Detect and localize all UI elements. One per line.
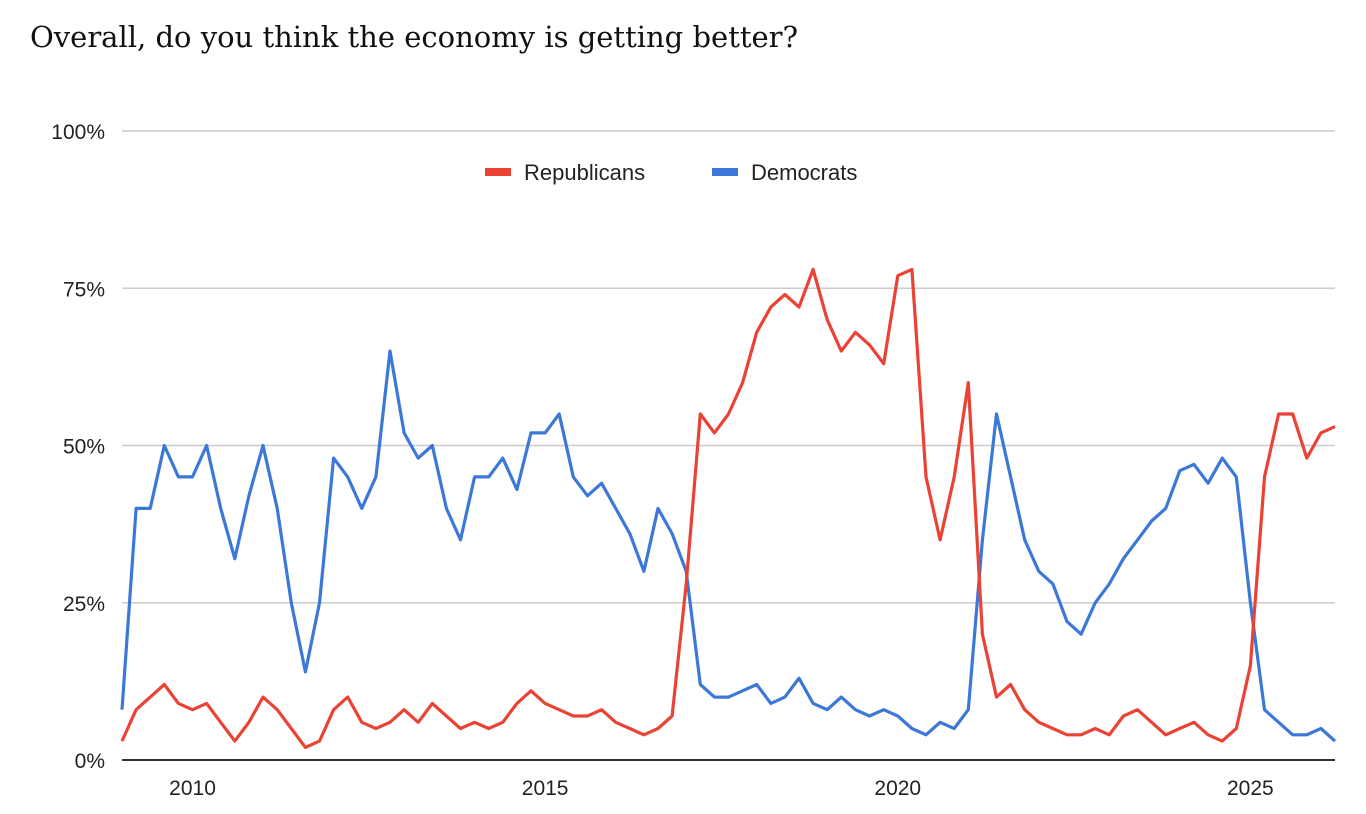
x-tick-label: 2025	[1227, 777, 1274, 800]
legend-label-democrats: Democrats	[751, 160, 857, 185]
x-tick-label: 2010	[169, 777, 216, 800]
y-tick-label: 0%	[75, 750, 105, 773]
legend-swatch-democrats	[712, 168, 738, 176]
legend-swatch-republicans	[485, 168, 511, 176]
chart-title: Overall, do you think the economy is get…	[30, 20, 799, 54]
y-tick-label: 25%	[63, 593, 105, 616]
y-tick-label: 100%	[51, 121, 105, 144]
series-line-democrats	[120, 349, 1337, 743]
x-tick-label: 2020	[874, 777, 921, 800]
y-tick-label: 50%	[63, 436, 105, 459]
x-tick-label: 2015	[522, 777, 569, 800]
series-line-republicans	[120, 267, 1336, 750]
y-tick-label: 75%	[63, 278, 105, 301]
legend-label-republicans: Republicans	[524, 160, 645, 185]
